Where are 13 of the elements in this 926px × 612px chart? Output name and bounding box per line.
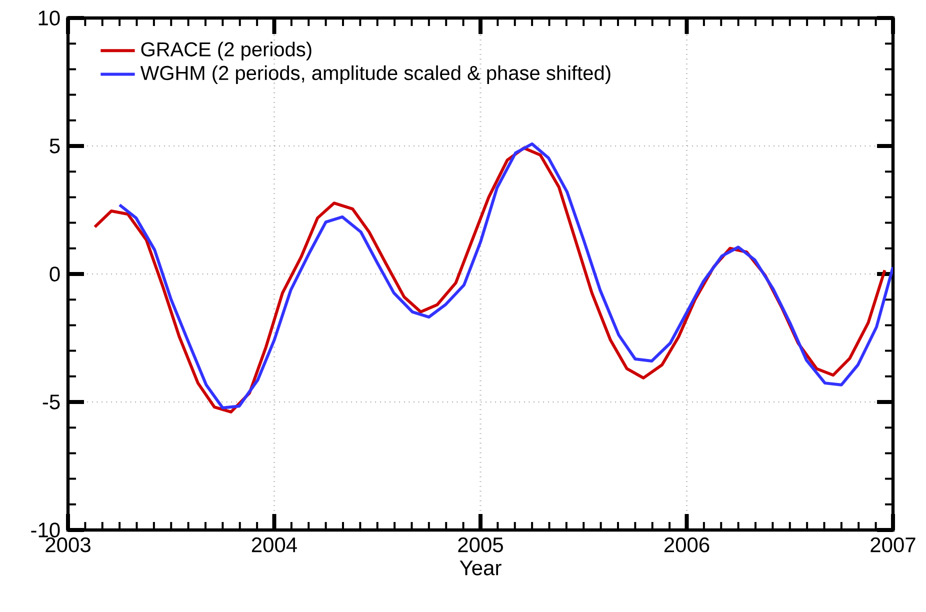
legend-label: WGHM (2 periods, amplitude scaled & phase shifted) xyxy=(140,65,610,84)
x-tick-label: 2007 xyxy=(870,537,916,552)
x-tick-label: 2003 xyxy=(46,537,90,552)
x-tick-label: 2004 xyxy=(252,537,297,552)
y-tick-label: -5 xyxy=(42,394,60,410)
y-tick-label: 0 xyxy=(50,266,60,282)
y-tick-label: 10 xyxy=(38,10,60,26)
legend-label: GRACE (2 periods) xyxy=(141,42,312,60)
y-tick-label: 5 xyxy=(50,138,60,154)
x-tick-label: 2005 xyxy=(458,537,503,552)
x-tick-label: 2006 xyxy=(664,537,710,552)
y-tick-label: -10 xyxy=(31,522,60,538)
x-axis-title: Year xyxy=(460,560,502,576)
